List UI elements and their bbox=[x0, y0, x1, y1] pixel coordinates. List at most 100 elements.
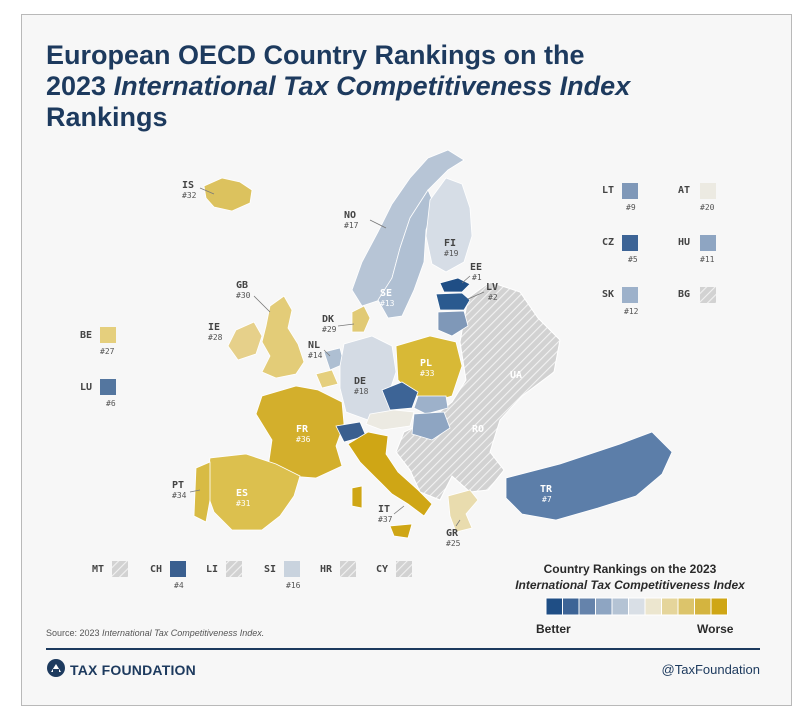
title-line-2: 2023 International Tax Competitiveness I… bbox=[46, 71, 631, 101]
side-box-hu-rank: #11 bbox=[700, 255, 715, 264]
legend-swatch bbox=[677, 597, 695, 616]
bottom-box-hr: HR bbox=[320, 561, 356, 577]
bottom-box-li: LI bbox=[206, 561, 242, 577]
label-lv: LV bbox=[486, 282, 498, 293]
rank-lv: #2 bbox=[488, 293, 498, 302]
country-it-sicily bbox=[389, 523, 413, 539]
bottom-box-si-code: SI bbox=[264, 564, 276, 575]
side-box-at: AT #20 bbox=[678, 183, 716, 212]
legend-better-label: Better bbox=[536, 622, 571, 636]
country-lv bbox=[435, 292, 471, 311]
country-se bbox=[377, 189, 435, 319]
label-ee: EE bbox=[470, 262, 482, 273]
label-gb: GB bbox=[236, 280, 248, 291]
country-fi bbox=[425, 177, 473, 273]
rank-ie: #28 bbox=[208, 333, 223, 342]
bottom-box-hr-swatch bbox=[340, 561, 356, 577]
side-box-bg-code: BG bbox=[678, 289, 690, 300]
country-is bbox=[203, 177, 253, 212]
side-box-at-rank: #20 bbox=[700, 203, 715, 212]
title-line-1: European OECD Country Rankings on the bbox=[46, 40, 585, 70]
rank-pt: #34 bbox=[172, 491, 187, 500]
side-box-cz-rank: #5 bbox=[628, 255, 638, 264]
side-box-be-code: BE bbox=[80, 330, 92, 341]
title-line-3: Rankings bbox=[46, 102, 168, 132]
legend-swatch bbox=[644, 597, 662, 616]
country-it-sardinia bbox=[351, 485, 363, 509]
country-hu bbox=[411, 411, 451, 441]
leader-lines bbox=[189, 187, 485, 527]
side-box-be: BE #27 bbox=[80, 327, 116, 356]
country-tr bbox=[505, 431, 673, 521]
bottom-box-si-swatch bbox=[284, 561, 300, 577]
bottom-box-ch-swatch bbox=[170, 561, 186, 577]
legend-swatch bbox=[611, 597, 629, 616]
side-box-lu-code: LU bbox=[80, 382, 92, 393]
bottom-box-ch-code: CH bbox=[150, 564, 162, 575]
legend-swatch bbox=[694, 597, 712, 616]
bottom-box-cy-swatch bbox=[396, 561, 412, 577]
side-box-lt-swatch bbox=[622, 183, 638, 199]
side-box-bg-swatch bbox=[700, 287, 716, 303]
label-ro: RO bbox=[472, 424, 484, 435]
brand-name: TAX FOUNDATION bbox=[70, 662, 196, 678]
label-es: ES bbox=[236, 488, 248, 499]
side-box-lt: LT #9 bbox=[602, 183, 638, 212]
side-box-be-swatch bbox=[100, 327, 116, 343]
side-box-lt-rank: #9 bbox=[626, 203, 636, 212]
label-ua: UA bbox=[510, 370, 522, 381]
side-box-bg: BG bbox=[678, 287, 716, 303]
legend-swatch bbox=[545, 597, 563, 616]
rank-no: #17 bbox=[344, 221, 359, 230]
tax-foundation-logo-icon bbox=[46, 658, 66, 683]
rank-es: #31 bbox=[236, 499, 251, 508]
rank-it: #37 bbox=[378, 515, 393, 524]
side-box-cz: CZ #5 bbox=[602, 235, 638, 264]
rank-fi: #19 bbox=[444, 249, 459, 258]
side-box-cz-swatch bbox=[622, 235, 638, 251]
bottom-box-ch-rank: #4 bbox=[174, 581, 184, 590]
side-box-at-swatch bbox=[700, 183, 716, 199]
bottom-box-ch: CH #4 bbox=[150, 561, 186, 590]
brand: TAX FOUNDATION bbox=[46, 658, 196, 683]
side-box-lu-rank: #6 bbox=[106, 399, 116, 408]
label-pl: PL bbox=[420, 358, 432, 369]
country-pt bbox=[193, 461, 211, 523]
country-sk bbox=[413, 395, 449, 415]
country-at bbox=[365, 409, 415, 431]
label-fr: FR bbox=[296, 424, 309, 435]
rank-dk: #29 bbox=[322, 325, 337, 334]
side-box-hu-swatch bbox=[700, 235, 716, 251]
country-ie bbox=[227, 321, 263, 361]
side-box-be-rank: #27 bbox=[100, 347, 115, 356]
legend-worse-label: Worse bbox=[697, 622, 734, 636]
label-dk: DK bbox=[322, 314, 334, 325]
title-index-name: International Tax Competitiveness Index bbox=[113, 71, 631, 101]
legend-swatch bbox=[578, 597, 596, 616]
legend-swatch bbox=[562, 597, 580, 616]
side-box-sk-rank: #12 bbox=[624, 307, 639, 316]
country-cz bbox=[381, 381, 419, 411]
country-gb bbox=[261, 295, 305, 379]
rank-ee: #1 bbox=[472, 273, 482, 282]
bottom-box-hr-code: HR bbox=[320, 564, 333, 575]
legend-swatch bbox=[661, 597, 679, 616]
rank-fr: #36 bbox=[296, 435, 311, 444]
bottom-box-cy-code: CY bbox=[376, 564, 388, 575]
country-fr bbox=[255, 385, 345, 479]
bottom-box-mt: MT bbox=[92, 561, 128, 577]
page-title: European OECD Country Rankings on the 20… bbox=[46, 40, 746, 133]
legend-swatch bbox=[628, 597, 646, 616]
bottom-box-si: SI #16 bbox=[264, 561, 301, 590]
legend-swatch bbox=[710, 597, 728, 616]
side-box-sk: SK #12 bbox=[602, 287, 639, 316]
country-es bbox=[205, 453, 301, 531]
bottom-box-li-code: LI bbox=[206, 564, 218, 575]
side-box-at-code: AT bbox=[678, 185, 690, 196]
bottom-box-cy: CY bbox=[376, 561, 412, 577]
label-gr: GR bbox=[446, 528, 459, 539]
side-box-sk-code: SK bbox=[602, 289, 614, 300]
twitter-handle[interactable]: @TaxFoundation bbox=[661, 662, 760, 677]
rank-pl: #33 bbox=[420, 369, 435, 378]
